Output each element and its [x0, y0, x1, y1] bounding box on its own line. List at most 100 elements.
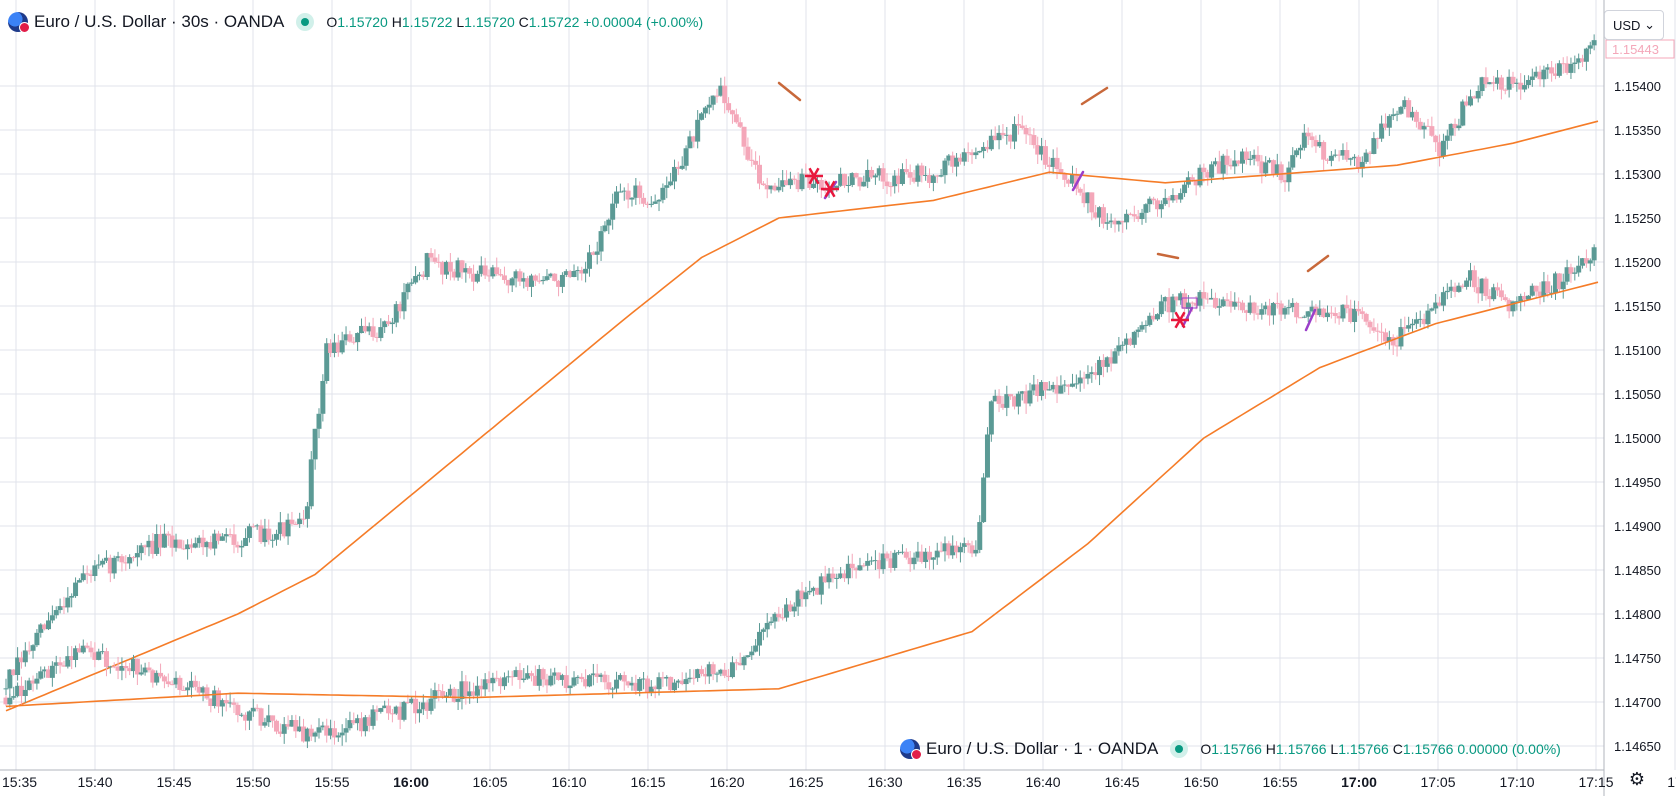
candle-body — [842, 173, 848, 186]
candle-body — [610, 688, 616, 690]
candle-body — [1046, 389, 1052, 391]
candle-body — [1054, 384, 1060, 394]
candle-body — [96, 651, 102, 660]
candle-body — [679, 680, 685, 685]
candle-body — [463, 268, 469, 273]
time-tick-label: 17:00 — [1341, 774, 1377, 790]
candle-body — [834, 577, 840, 579]
candle-body — [660, 677, 666, 679]
candle-body — [1591, 40, 1597, 46]
candle-body — [621, 190, 627, 192]
candle-body — [100, 651, 106, 653]
candle-body — [876, 560, 882, 570]
candle-body — [768, 185, 774, 190]
candle-body — [1031, 135, 1037, 146]
candle-body — [1185, 302, 1191, 309]
price-tick-label: 1.14900 — [1614, 519, 1661, 534]
candle-body — [656, 677, 662, 690]
candle-body — [1077, 377, 1083, 384]
candle-body — [559, 274, 565, 287]
candle-body — [1066, 179, 1072, 184]
currency-selector[interactable]: USD ⌄ — [1604, 10, 1664, 40]
candle-body — [1282, 308, 1288, 315]
candle-body — [1352, 308, 1358, 322]
candle-body — [467, 691, 473, 696]
candle-body — [529, 673, 535, 676]
candle-body — [1336, 154, 1342, 156]
candle-body — [1197, 292, 1203, 306]
candle-body — [884, 181, 890, 187]
candle-body — [1348, 158, 1354, 160]
candle-body — [1580, 58, 1586, 62]
candle-body — [1035, 384, 1041, 396]
candle-body — [981, 146, 987, 151]
candle-body — [142, 667, 148, 673]
time-tick-label: 15:45 — [156, 774, 191, 790]
candle-body — [355, 718, 361, 724]
candle-body — [1174, 296, 1180, 301]
candle-body — [1081, 192, 1087, 204]
candle-body — [103, 557, 109, 561]
candle-body — [826, 573, 832, 583]
price-tick-label: 1.15400 — [1614, 79, 1661, 94]
candle-body — [1015, 393, 1021, 407]
candle-body — [869, 560, 875, 562]
candle-body — [3, 697, 9, 705]
time-tick-label: 17:05 — [1420, 774, 1455, 790]
candle-body — [393, 706, 399, 714]
candle-body — [444, 695, 450, 697]
gear-icon[interactable]: ⚙ — [1628, 768, 1646, 789]
drawing-line — [1156, 252, 1180, 260]
candle-body — [1328, 155, 1334, 161]
candle-body — [498, 678, 504, 687]
candle-body — [1197, 167, 1203, 186]
candle-body — [223, 534, 229, 537]
candle-body — [1131, 214, 1137, 217]
candle-body — [455, 698, 461, 702]
candle-body — [204, 542, 210, 548]
candle-body — [726, 675, 732, 678]
candle-body — [942, 543, 948, 552]
candle-body — [382, 321, 388, 328]
candle-body — [536, 280, 542, 282]
candle-body — [884, 553, 890, 559]
candle-body — [556, 280, 562, 287]
market-status-icon[interactable] — [1170, 740, 1189, 758]
symbol-title[interactable]: Euro / U.S. Dollar · 30s · OANDA — [34, 12, 285, 31]
candle-body — [320, 725, 326, 728]
candle-body — [741, 656, 747, 666]
candle-body — [1023, 128, 1029, 135]
candle-body — [1282, 180, 1288, 183]
candle-body — [239, 714, 245, 716]
candle-body — [710, 664, 716, 675]
candle-body — [1182, 184, 1188, 194]
candle-body — [1487, 82, 1493, 85]
candle-body — [262, 722, 268, 726]
star-marker — [1171, 311, 1189, 329]
candle-body — [857, 177, 863, 187]
candle-body — [76, 648, 82, 653]
candle-body — [1525, 295, 1531, 300]
candle-body — [706, 664, 712, 677]
market-status-icon[interactable] — [296, 13, 315, 31]
candle-body — [1464, 280, 1470, 287]
candle-body — [444, 261, 450, 275]
candle-body — [366, 326, 372, 332]
candle-body — [1437, 302, 1443, 306]
candle-body — [1483, 278, 1489, 297]
candle-body — [818, 179, 824, 190]
candle-body — [853, 173, 859, 178]
candle-body — [1576, 58, 1582, 63]
drawings[interactable] — [777, 81, 1330, 332]
candle-body — [451, 271, 457, 278]
candle-body — [1502, 89, 1508, 91]
candle-body — [1332, 313, 1338, 316]
candle-body — [602, 225, 608, 232]
candle-body — [1587, 45, 1593, 49]
candle-body — [343, 728, 349, 733]
candle-body — [521, 678, 527, 681]
symbol-title[interactable]: Euro / U.S. Dollar · 1 · OANDA — [926, 739, 1159, 758]
candle-body — [428, 698, 434, 711]
candle-body — [212, 690, 218, 706]
